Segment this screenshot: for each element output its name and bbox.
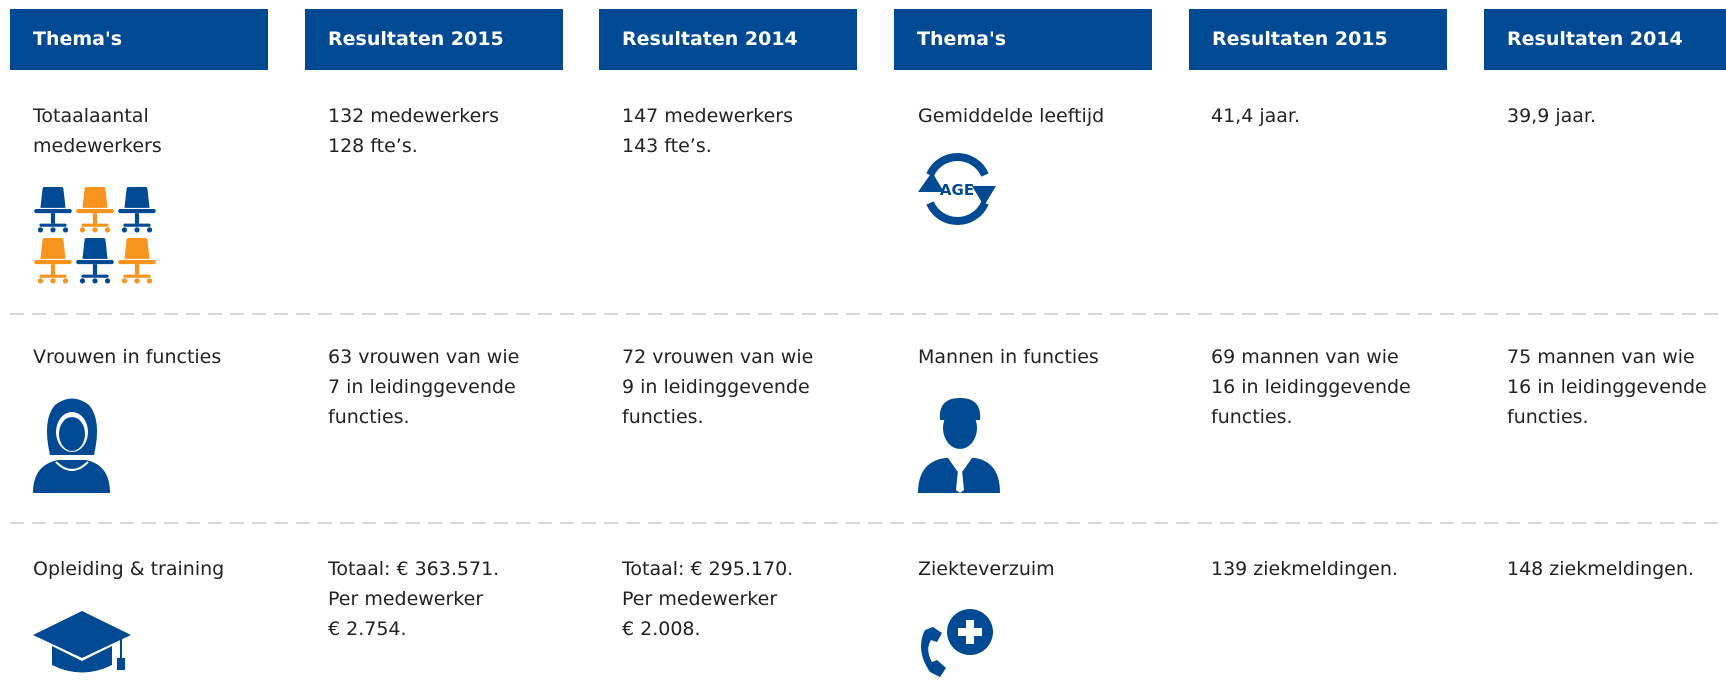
- result-text: 39,9 jaar.: [1507, 105, 1597, 127]
- result-text: 128 fte’s.: [328, 135, 418, 157]
- age-arc: [926, 153, 989, 177]
- result-text: 139 ziekmeldingen.: [1211, 558, 1398, 580]
- theme-label: Vrouwen in functies: [33, 346, 222, 368]
- result-text: 16 in leidinggevende: [1211, 376, 1411, 398]
- result-text: 72 vrouwen van wie: [622, 346, 814, 368]
- theme-label: Opleiding & training: [33, 558, 225, 580]
- column-header: Resultaten 2014: [599, 9, 857, 70]
- column-header: Thema's: [894, 9, 1152, 70]
- result-text: Per medewerker: [328, 588, 484, 610]
- result-text: 69 mannen van wie: [1211, 346, 1399, 368]
- column-header: Thema's: [10, 9, 268, 70]
- column-header: Resultaten 2015: [1189, 9, 1447, 70]
- man-icon: [918, 398, 1000, 493]
- chair: [76, 238, 114, 284]
- result-text: 63 vrouwen van wie: [328, 346, 520, 368]
- chair: [34, 238, 72, 284]
- result-text: 147 medewerkers: [622, 105, 794, 127]
- age-label: AGE: [940, 181, 974, 199]
- result-text: 9 in leidinggevende: [622, 376, 810, 398]
- column-header: Resultaten 2015: [305, 9, 563, 70]
- result-text: 148 ziekmeldingen.: [1507, 558, 1694, 580]
- result-text: Totaal: € 295.170.: [622, 558, 794, 580]
- result-text: € 2.754.: [328, 618, 407, 640]
- result-text: functies.: [1211, 406, 1293, 428]
- result-text: 75 mannen van wie: [1507, 346, 1695, 368]
- graduation-cap-icon: [33, 611, 131, 673]
- theme-label: Gemiddelde leeftijd: [918, 105, 1105, 127]
- result-text: 16 in leidinggevende: [1507, 376, 1707, 398]
- result-text: Per medewerker: [622, 588, 778, 610]
- chair: [118, 238, 156, 284]
- woman-icon: [33, 398, 110, 493]
- result-text: 143 fte’s.: [622, 135, 712, 157]
- chair: [76, 187, 114, 233]
- theme-label: Ziekteverzuim: [918, 558, 1055, 580]
- result-text: € 2.008.: [622, 618, 701, 640]
- age-icon: AGE: [918, 153, 996, 225]
- theme-label: Totaalaantal: [33, 105, 149, 127]
- sick-call-icon: [921, 609, 993, 677]
- chairs-icon: [34, 187, 156, 284]
- result-text: 132 medewerkers: [328, 105, 500, 127]
- theme-label: medewerkers: [33, 135, 162, 157]
- result-text: 7 in leidinggevende: [328, 376, 516, 398]
- result-text: functies.: [622, 406, 704, 428]
- column-header: Resultaten 2014: [1484, 9, 1726, 70]
- chair: [34, 187, 72, 233]
- result-text: functies.: [328, 406, 410, 428]
- result-text: 41,4 jaar.: [1211, 105, 1301, 127]
- age-arrow: [918, 172, 944, 192]
- age-arc: [926, 201, 989, 225]
- result-text: functies.: [1507, 406, 1589, 428]
- theme-label: Mannen in functies: [918, 346, 1099, 368]
- chair: [118, 187, 156, 233]
- age-arrow: [972, 186, 996, 206]
- result-text: Totaal: € 363.571.: [328, 558, 500, 580]
